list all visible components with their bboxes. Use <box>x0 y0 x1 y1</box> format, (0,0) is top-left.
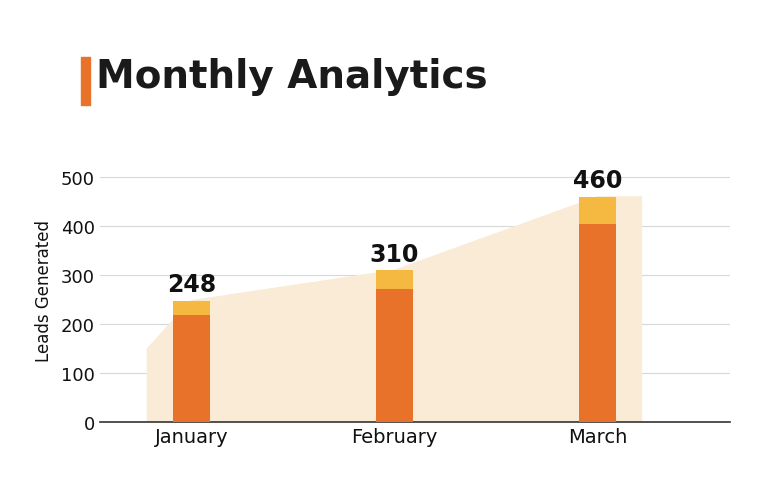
Text: 460: 460 <box>573 168 622 192</box>
Bar <box>173 301 210 316</box>
Bar <box>376 289 412 422</box>
Bar <box>173 316 210 422</box>
Bar <box>579 197 616 225</box>
Text: Monthly Analytics: Monthly Analytics <box>96 58 488 96</box>
Y-axis label: Leads Generated: Leads Generated <box>35 219 53 361</box>
Text: 310: 310 <box>369 242 419 266</box>
Polygon shape <box>147 197 641 422</box>
Bar <box>376 271 412 289</box>
Bar <box>579 225 616 422</box>
Text: 248: 248 <box>167 272 216 296</box>
